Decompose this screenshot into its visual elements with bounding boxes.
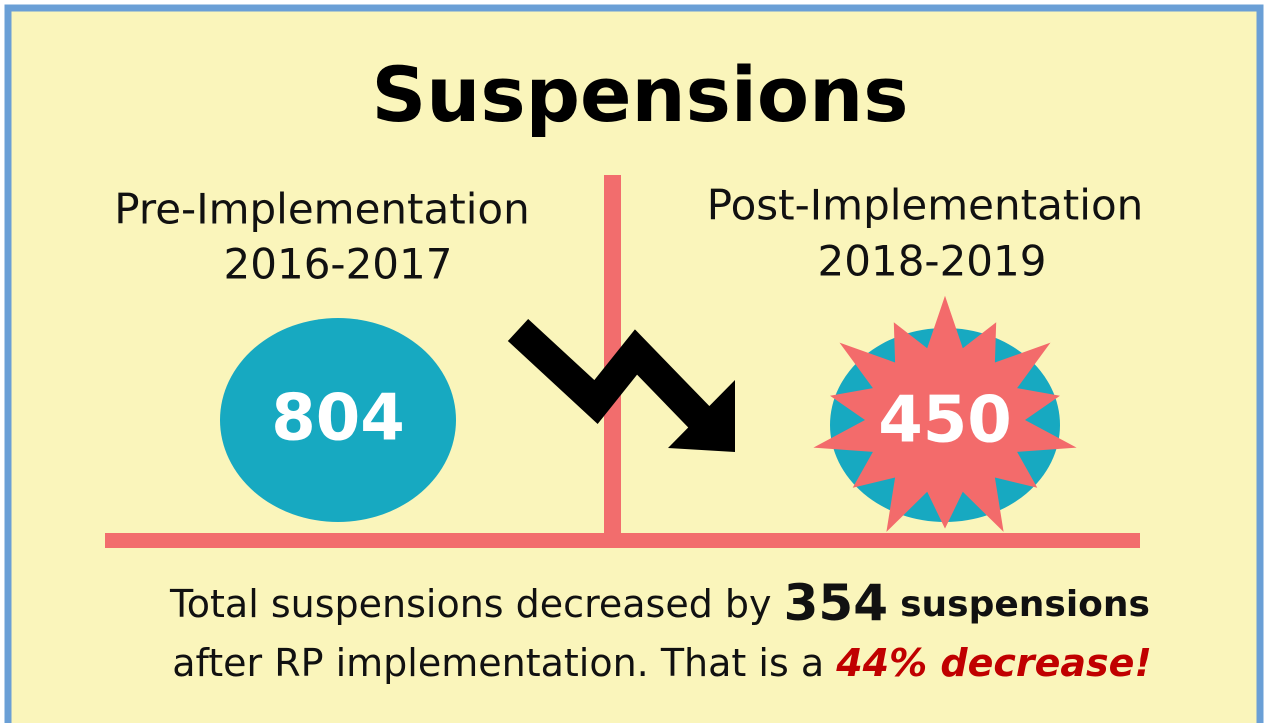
summary-line-1: Total suspensions decreased by 354 suspe… <box>169 574 1150 632</box>
decline-arrow <box>507 318 735 452</box>
summary-highlight: 44% decrease! <box>835 641 1152 685</box>
summary-unit: suspensions <box>900 584 1150 625</box>
post-label: Post-Implementation <box>707 181 1144 230</box>
summary-amount: 354 <box>784 574 888 632</box>
summary-line-2: after RP implementation. That is a 44% d… <box>172 641 1152 685</box>
title: Suspensions <box>372 50 909 139</box>
starburst <box>813 295 1077 532</box>
post-value: 450 <box>878 384 1012 458</box>
divider-horizontal <box>105 533 1140 548</box>
summary-text: Total suspensions decreased by <box>169 582 772 626</box>
pre-value: 804 <box>271 382 405 456</box>
pre-label: Pre-Implementation <box>114 185 529 234</box>
pre-bubble <box>220 318 456 522</box>
pre-period: 2016-2017 <box>224 240 453 289</box>
summary-text: after RP implementation. That is a <box>172 641 824 685</box>
post-period: 2018-2019 <box>818 237 1047 286</box>
